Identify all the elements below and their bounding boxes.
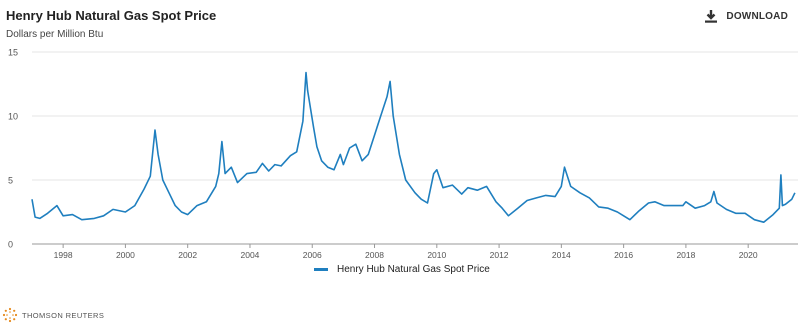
x-tick-label: 1998	[54, 250, 73, 260]
chart-subtitle: Dollars per Million Btu	[6, 29, 104, 40]
download-label: DOWNLOAD	[726, 11, 788, 22]
y-tick-label: 0	[8, 240, 13, 250]
x-tick-label: 2000	[116, 250, 135, 260]
x-tick-label: 2010	[427, 250, 446, 260]
y-tick-label: 15	[8, 48, 18, 58]
download-button[interactable]: DOWNLOAD	[705, 10, 788, 23]
footer-brand-label: THOMSON REUTERS	[22, 310, 105, 320]
legend[interactable]: Henry Hub Natural Gas Spot Price	[314, 264, 490, 275]
x-tick-label: 2004	[241, 250, 260, 260]
x-tick-label: 2002	[178, 250, 197, 260]
legend-swatch	[314, 268, 328, 271]
legend-label: Henry Hub Natural Gas Spot Price	[337, 264, 490, 275]
footer-brand: THOMSON REUTERS	[2, 307, 104, 323]
series-line-henry-hub	[31, 71, 796, 223]
y-tick-label: 5	[8, 176, 13, 186]
download-icon	[705, 10, 718, 23]
y-tick-label: 10	[8, 112, 18, 122]
x-tick-label: 2008	[365, 250, 384, 260]
x-tick-label: 2006	[303, 250, 322, 260]
x-tick-label: 2018	[676, 250, 695, 260]
x-tick-label: 2012	[490, 250, 509, 260]
x-tick-label: 2014	[552, 250, 571, 260]
chart-title: Henry Hub Natural Gas Spot Price	[6, 8, 217, 23]
x-tick-label: 2016	[614, 250, 633, 260]
thomson-reuters-logo	[2, 307, 18, 323]
x-tick-label: 2020	[739, 250, 758, 260]
